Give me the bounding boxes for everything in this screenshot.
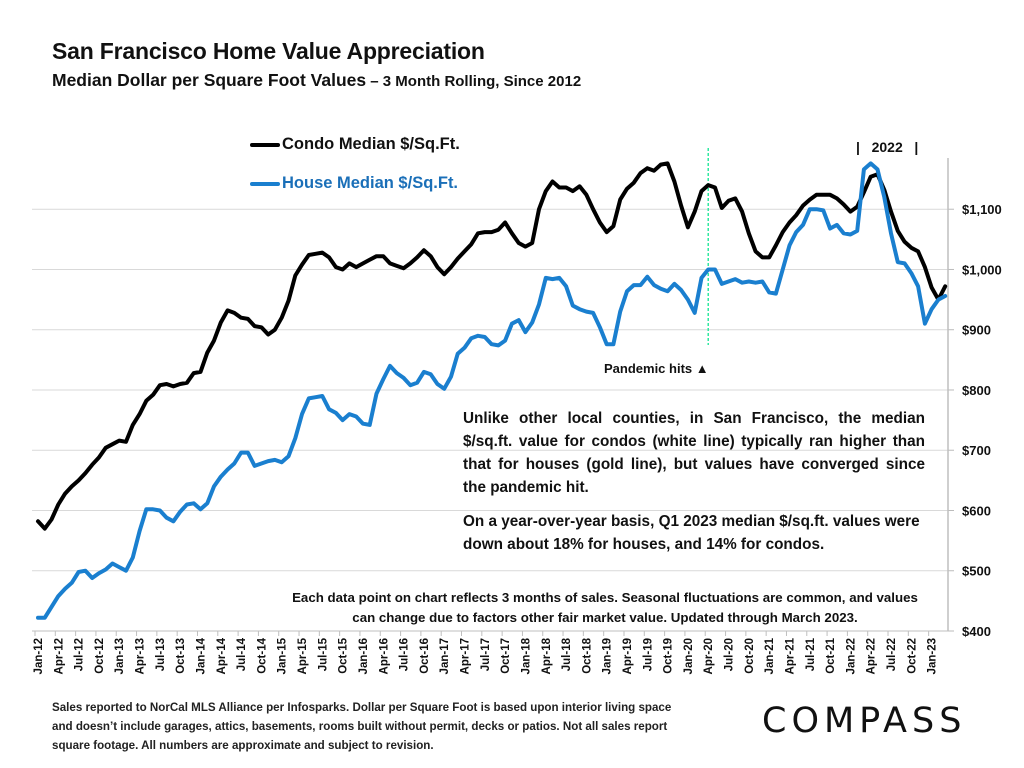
x-tick-label: Jul-16 xyxy=(399,638,411,671)
x-tick-label: Jan-18 xyxy=(520,637,532,674)
x-tick-label: Jul-17 xyxy=(480,638,492,671)
x-tick-label: Jul-19 xyxy=(642,638,654,671)
y-tick-label: $900 xyxy=(962,323,991,338)
chart-subtitle: Median Dollar per Square Foot Values – 3… xyxy=(52,70,581,91)
commentary-paragraph-2: On a year-over-year basis, Q1 2023 media… xyxy=(463,513,920,553)
y-tick-label: $1,000 xyxy=(962,262,1002,277)
x-tick-label: Jan-13 xyxy=(114,638,126,674)
x-tick-label: Jul-21 xyxy=(805,637,817,671)
x-tick-label: Oct-17 xyxy=(500,638,512,674)
legend-item-condo: Condo Median $/Sq.Ft. xyxy=(250,135,460,154)
x-axis: Jan-12 Apr-12 Jul-12 Oct-12 Jan-13 Apr-13 Jul-… xyxy=(32,630,948,674)
legend-swatch-house xyxy=(250,181,280,186)
gridlines xyxy=(32,208,948,632)
x-tick-label: Jan-16 xyxy=(358,638,370,674)
x-tick-label: Jul-22 xyxy=(886,638,898,671)
x-tick-label: Apr-15 xyxy=(297,637,309,674)
y-tick-label: $1,100 xyxy=(962,202,1002,217)
y-tick-label: $600 xyxy=(962,503,991,518)
x-tick-label: Oct-22 xyxy=(906,638,918,674)
x-tick-label: Oct-14 xyxy=(256,637,268,673)
x-tick-label: Apr-22 xyxy=(866,638,878,674)
x-tick-label: Jul-12 xyxy=(74,638,86,671)
commentary-box: Unlike other local counties, in San Fran… xyxy=(463,407,925,567)
x-tick-label: Oct-21 xyxy=(825,637,837,673)
x-tick-label: Apr-17 xyxy=(460,638,472,674)
x-tick-label: Jul-20 xyxy=(724,638,736,671)
x-tick-label: Apr-14 xyxy=(216,637,228,674)
legend-swatch-condo xyxy=(250,142,280,147)
seasonal-note: Each data point on chart reflects 3 mont… xyxy=(292,590,918,625)
x-tick-label: Jan-15 xyxy=(277,637,289,674)
x-tick-label: Jan-20 xyxy=(683,638,695,674)
x-tick-label: Jul-15 xyxy=(317,637,329,671)
x-tick-label: Oct-13 xyxy=(175,638,187,674)
x-tick-label: Apr-19 xyxy=(622,638,634,674)
y-tick-label: $800 xyxy=(962,383,991,398)
x-tick-label: Jan-21 xyxy=(764,637,776,674)
x-tick-label: Apr-21 xyxy=(784,637,796,674)
commentary-paragraph-1: Unlike other local counties, in San Fran… xyxy=(463,410,925,496)
x-tick-label: Jul-13 xyxy=(155,638,167,671)
x-tick-label: Jul-14 xyxy=(236,637,248,671)
x-tick-label: Oct-20 xyxy=(744,638,756,674)
legend-item-house: House Median $/Sq.Ft. xyxy=(250,174,458,193)
x-tick-label: Jan-22 xyxy=(845,638,857,674)
x-tick-label: Jan-17 xyxy=(439,638,451,674)
x-tick-label: Oct-16 xyxy=(419,638,431,674)
x-tick-label: Oct-19 xyxy=(663,638,675,674)
x-tick-label: Jul-18 xyxy=(561,637,573,671)
y-tick-label: $700 xyxy=(962,443,991,458)
x-tick-label: Jan-19 xyxy=(602,638,614,674)
x-tick-label: Jan-14 xyxy=(195,637,207,674)
y-axis: $400 $500 $600 $700 $800 $900 $1,000 $1,100 xyxy=(947,158,1002,639)
y-tick-label: $400 xyxy=(962,624,991,639)
compass-logo: COMPASS xyxy=(762,701,967,741)
subtitle-main: Median Dollar per Square Foot Values xyxy=(52,70,367,90)
x-tick-label: Apr-13 xyxy=(135,638,147,674)
legend-label-house: House Median $/Sq.Ft. xyxy=(282,174,459,192)
footer-disclaimer: Sales reported to NorCal MLS Alliance pe… xyxy=(52,701,672,752)
series-line-house xyxy=(36,161,948,620)
series-lines xyxy=(36,161,948,620)
x-tick-label: Apr-18 xyxy=(541,637,553,674)
pandemic-annotation: Pandemic hits ▲ xyxy=(604,361,709,376)
x-tick-label: Apr-12 xyxy=(53,638,65,674)
x-tick-label: Oct-12 xyxy=(94,638,106,674)
x-tick-label: Oct-15 xyxy=(338,637,350,673)
y-tick-label: $500 xyxy=(962,564,991,579)
legend-label-condo: Condo Median $/Sq.Ft. xyxy=(282,135,460,153)
x-tick-label: Apr-20 xyxy=(703,638,715,674)
x-tick-label: Jan-12 xyxy=(33,638,45,674)
x-tick-label: Oct-18 xyxy=(581,637,593,673)
x-tick-label: Apr-16 xyxy=(378,638,390,674)
subtitle-tail: – 3 Month Rolling, Since 2012 xyxy=(366,73,582,90)
x-tick-label: Jan-23 xyxy=(927,638,939,674)
year-2022-annotation: | 2022 | xyxy=(856,139,919,155)
chart-title: San Francisco Home Value Appreciation xyxy=(52,38,485,64)
